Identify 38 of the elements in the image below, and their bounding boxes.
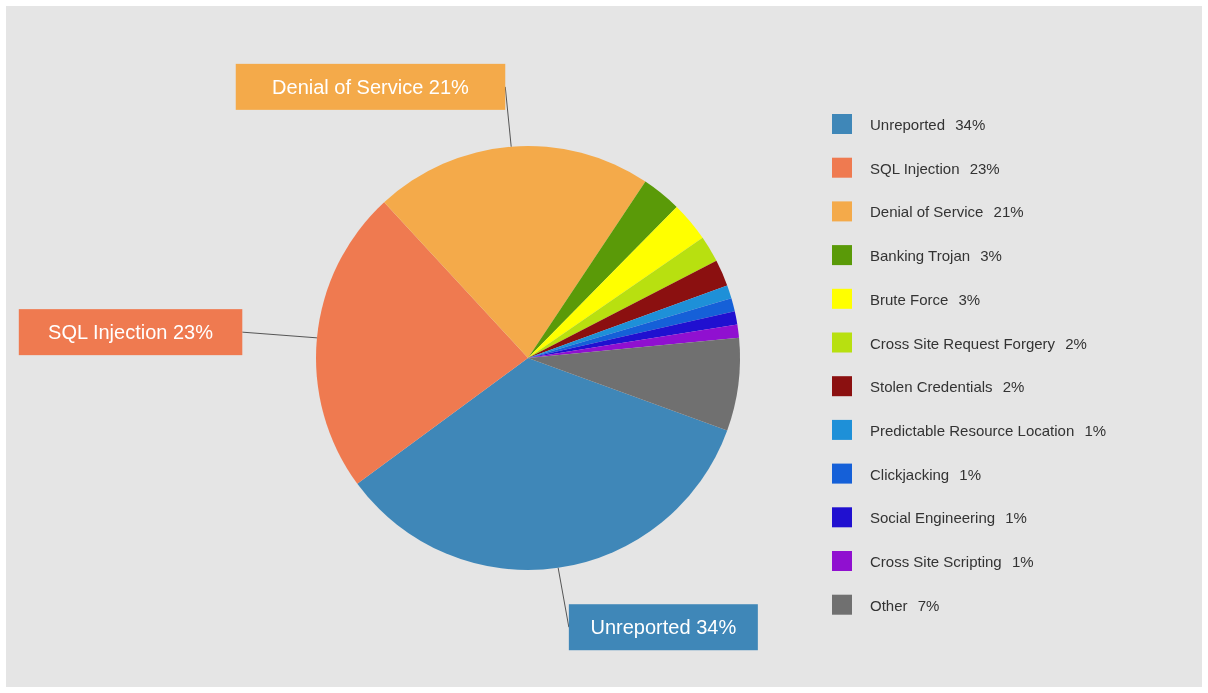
data-label: 34% [955, 116, 986, 133]
pie-slice [357, 358, 728, 570]
pie-slice [528, 285, 732, 358]
pie-slice [528, 311, 738, 358]
pie-slice [528, 237, 717, 358]
legend-label: Denial of Service [870, 203, 984, 221]
pie-slice [316, 202, 528, 484]
legend-label: Brute Force [870, 290, 949, 308]
data-label: 1% [959, 465, 982, 483]
pie-slice [528, 337, 740, 431]
data-label: 3% [980, 247, 1002, 265]
legend-label: Predictable Resource Location [870, 421, 1075, 439]
data-label: 2% [1065, 334, 1087, 352]
pie-slice [528, 206, 703, 358]
data-label: 23% [969, 159, 1000, 177]
data-label: 7% [917, 596, 940, 614]
legend-label: Cross Site Request Forgery [870, 334, 1056, 352]
data-label: 3% [958, 290, 981, 308]
data-label: 21% [993, 203, 1024, 221]
legend-label: Banking Trojan [870, 247, 971, 265]
legend-label: Social Engineering [870, 509, 996, 527]
legend-label: Unreported [870, 116, 946, 133]
pie-slice [384, 146, 646, 358]
category-label: Denial of Service 21% [272, 75, 469, 98]
category-label: SQL Injection 23% [48, 321, 214, 344]
category-label: Unreported 34% [590, 616, 737, 639]
pie-slice [528, 181, 677, 358]
legend-label: SQL Injection [870, 159, 960, 177]
legend-label: Cross Site Scripting [870, 553, 1002, 570]
pie-slice [528, 324, 740, 358]
data-label: 2% [1002, 378, 1025, 396]
data-label: 1% [1005, 509, 1027, 527]
legend-label: Stolen Credentials [870, 378, 993, 396]
legend-label: Clickjacking [870, 465, 950, 483]
legend-label: Other [870, 596, 908, 614]
data-label: 1% [1084, 421, 1107, 439]
data-label: 1% [1011, 553, 1034, 570]
pie-slice [528, 260, 728, 358]
